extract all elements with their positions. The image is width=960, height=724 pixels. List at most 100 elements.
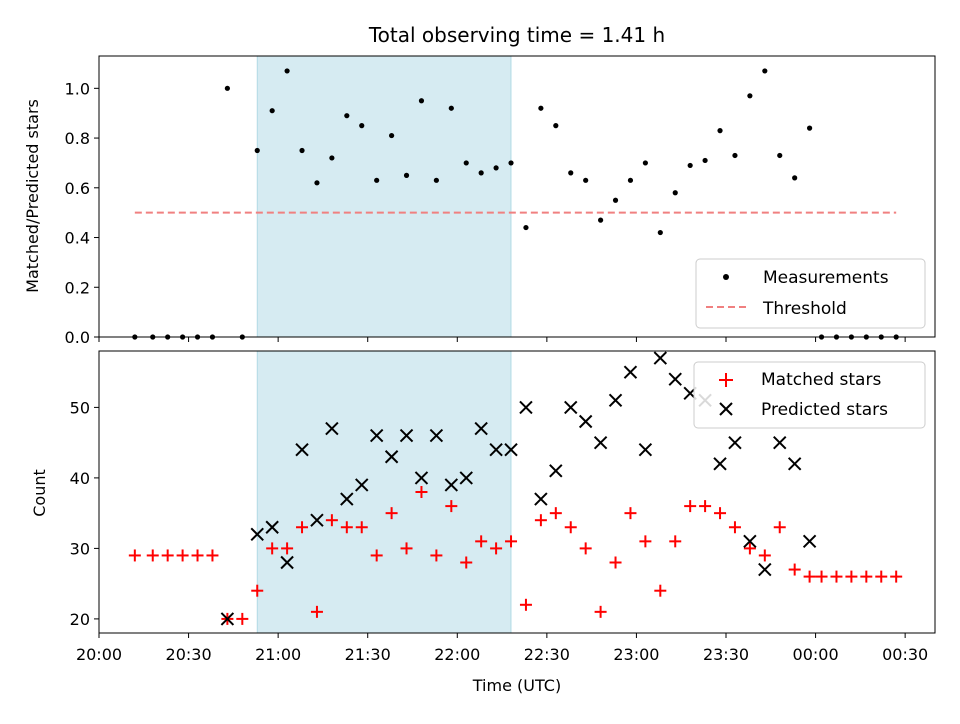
data-point <box>265 520 279 534</box>
data-point <box>578 414 593 429</box>
legend-label-matched: Matched stars <box>761 370 881 390</box>
data-point <box>638 442 653 457</box>
y-tick-label: 0.6 <box>65 179 90 198</box>
data-point <box>657 229 663 236</box>
data-point <box>128 549 141 562</box>
data-point <box>445 500 458 513</box>
legend-box <box>695 258 926 329</box>
data-point <box>717 128 723 134</box>
data-point <box>802 534 817 549</box>
data-point <box>579 542 592 555</box>
x-tick-label: 23:30 <box>703 645 749 664</box>
data-point <box>534 514 547 527</box>
x-axis-ticks <box>98 337 906 342</box>
data-point <box>280 555 294 570</box>
data-point <box>807 125 813 131</box>
legend-label-predicted: Predicted stars <box>761 400 888 420</box>
data-point <box>206 549 219 562</box>
data-point <box>699 500 712 513</box>
x-tick-label: 20:00 <box>76 645 122 664</box>
data-point <box>639 535 652 548</box>
y-axis-ticks: 0.0 0.2 0.4 0.6 0.8 1.0 <box>65 79 99 347</box>
data-point <box>773 435 787 450</box>
data-point <box>553 123 559 129</box>
data-point <box>743 534 757 549</box>
data-point <box>369 428 384 443</box>
x-axis-label: Time (UTC) <box>472 676 561 695</box>
data-point <box>344 113 350 119</box>
data-point <box>523 224 529 231</box>
y-tick-label: 0.2 <box>65 278 90 297</box>
x-tick-label: 00:30 <box>882 645 928 664</box>
data-point <box>714 507 727 520</box>
data-point <box>787 457 802 471</box>
data-point <box>176 549 189 562</box>
data-point <box>325 421 339 436</box>
plot-series <box>128 351 903 626</box>
y-tick-label: 0.8 <box>65 129 90 148</box>
data-point <box>463 160 469 166</box>
data-point <box>448 105 454 111</box>
data-point <box>654 584 667 597</box>
data-point <box>415 486 428 498</box>
y-tick-label: 1.0 <box>65 79 90 98</box>
data-point <box>669 535 682 548</box>
data-point <box>474 421 488 436</box>
data-point <box>355 478 369 492</box>
legend-marker-predicted <box>719 402 733 416</box>
data-point <box>475 535 488 548</box>
x-tick-label: 22:30 <box>524 645 570 664</box>
data-point <box>325 514 338 527</box>
data-point <box>370 549 383 562</box>
highlight-span <box>256 55 512 338</box>
data-point <box>429 428 444 443</box>
data-point <box>684 500 697 513</box>
data-point <box>490 542 503 555</box>
data-point <box>773 521 786 534</box>
data-point <box>266 542 279 555</box>
data-point <box>310 605 323 618</box>
data-point <box>608 393 623 408</box>
data-point <box>478 170 484 176</box>
data-point <box>762 68 768 74</box>
plot-series <box>132 68 899 340</box>
y-tick-label: 0.0 <box>65 328 90 347</box>
data-point <box>384 450 399 464</box>
y-tick-label: 0.4 <box>65 229 90 248</box>
data-point <box>299 147 305 154</box>
data-point <box>310 513 324 527</box>
y-axis-ticks: 20 30 40 50 <box>70 398 99 629</box>
data-point <box>845 570 858 583</box>
data-point <box>612 197 619 203</box>
data-point <box>444 478 459 492</box>
data-point <box>564 400 578 415</box>
data-point <box>385 507 398 520</box>
x-tick-label: 21:30 <box>345 645 391 664</box>
y-tick-label: 40 <box>70 469 90 488</box>
data-point <box>758 562 772 577</box>
data-point <box>359 123 365 129</box>
data-point <box>374 177 380 183</box>
data-point <box>747 93 753 99</box>
data-point <box>890 570 903 583</box>
data-point <box>508 160 514 166</box>
legend-label-measurements: Measurements <box>763 268 889 288</box>
data-point <box>777 152 783 159</box>
data-point <box>236 612 249 625</box>
y-tick-label: 30 <box>70 539 90 558</box>
x-axis-ticks: 20:00 20:30 21:00 21:30 22:00 22:30 23:00 23:30… <box>76 633 928 664</box>
data-point <box>314 180 320 186</box>
data-point <box>250 527 264 542</box>
data-point <box>251 584 264 597</box>
data-point <box>732 152 738 159</box>
data-point <box>430 549 443 562</box>
data-point <box>672 190 678 196</box>
x-tick-label: 00:00 <box>793 645 839 664</box>
data-point <box>269 108 275 114</box>
data-point <box>788 563 801 576</box>
data-point <box>489 442 503 457</box>
data-point <box>414 471 429 485</box>
data-point <box>281 542 294 555</box>
